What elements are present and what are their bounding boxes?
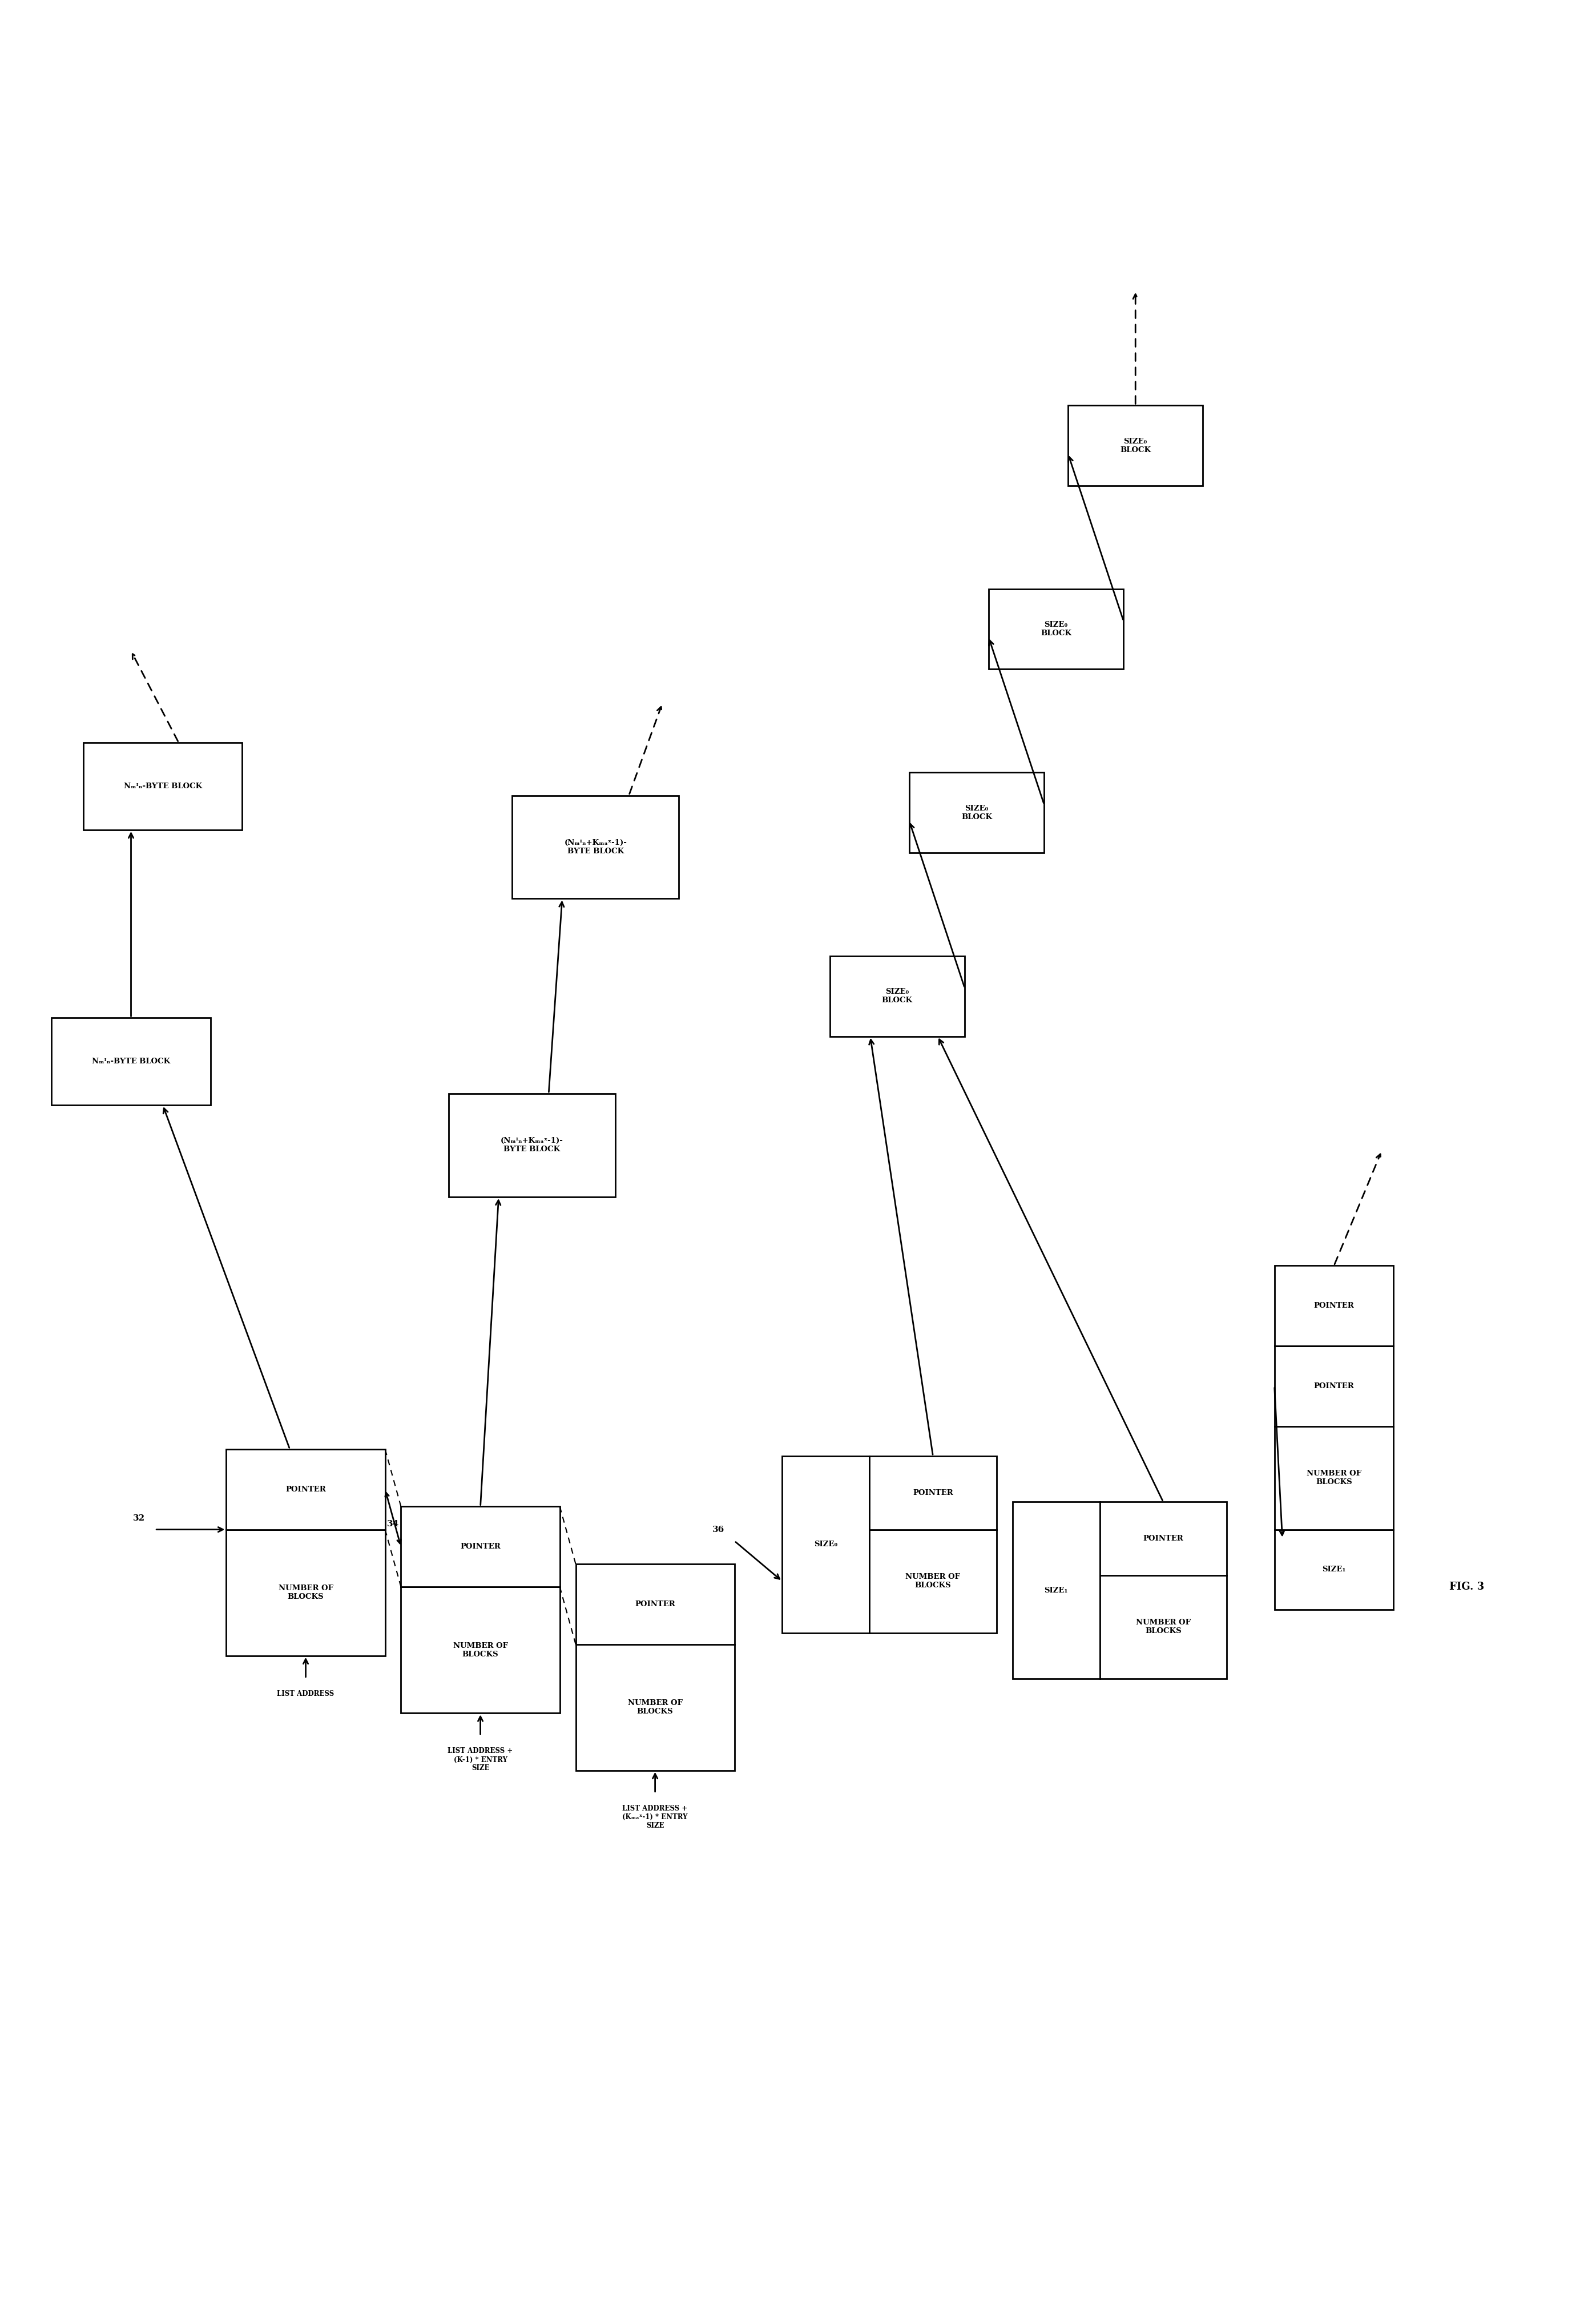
Bar [448, 1093, 616, 1197]
Bar [870, 1457, 996, 1529]
Text: 32: 32 [132, 1515, 145, 1522]
Text: POINTER: POINTER [1314, 1303, 1353, 1310]
Text: LIST ADDRESS: LIST ADDRESS [278, 1690, 334, 1697]
Text: POINTER: POINTER [913, 1489, 953, 1496]
Bar [401, 1586, 560, 1713]
Text: LIST ADDRESS +
(Kₘₐˣ-1) * ENTRY
SIZE: LIST ADDRESS + (Kₘₐˣ-1) * ENTRY SIZE [622, 1805, 688, 1830]
Text: FIG. 3: FIG. 3 [1449, 1581, 1484, 1593]
Bar [988, 589, 1124, 670]
Text: POINTER: POINTER [460, 1542, 501, 1552]
Bar [576, 1563, 734, 1644]
Text: LIST ADDRESS +
(K-1) * ENTRY
SIZE: LIST ADDRESS + (K-1) * ENTRY SIZE [448, 1747, 512, 1773]
Text: SIZE₁: SIZE₁ [1321, 1565, 1345, 1572]
Bar [1275, 1347, 1393, 1427]
Bar [910, 773, 1044, 852]
Bar [51, 1017, 211, 1105]
Text: 36: 36 [712, 1526, 725, 1533]
Text: 34: 34 [386, 1519, 399, 1529]
Bar [1275, 1529, 1393, 1609]
Text: Nₘᴵₙ-BYTE BLOCK: Nₘᴵₙ-BYTE BLOCK [93, 1059, 171, 1066]
Bar [576, 1644, 734, 1770]
Text: NUMBER OF
BLOCKS: NUMBER OF BLOCKS [1307, 1471, 1361, 1485]
Text: Nₘᴵₙ-BYTE BLOCK: Nₘᴵₙ-BYTE BLOCK [123, 783, 203, 790]
Text: NUMBER OF
BLOCKS: NUMBER OF BLOCKS [1136, 1618, 1191, 1634]
Bar [1068, 405, 1203, 486]
Text: NUMBER OF
BLOCKS: NUMBER OF BLOCKS [905, 1572, 961, 1588]
Bar [1100, 1501, 1227, 1575]
Bar [1012, 1501, 1100, 1678]
Text: POINTER: POINTER [635, 1600, 675, 1607]
Bar [83, 744, 243, 829]
Text: SIZE₀: SIZE₀ [814, 1540, 838, 1549]
Bar [401, 1506, 560, 1586]
Text: POINTER: POINTER [1143, 1535, 1184, 1542]
Text: NUMBER OF
BLOCKS: NUMBER OF BLOCKS [453, 1641, 508, 1657]
Text: SIZE₁: SIZE₁ [1044, 1586, 1068, 1593]
Bar [782, 1457, 870, 1632]
Text: SIZE₀
BLOCK: SIZE₀ BLOCK [883, 988, 913, 1004]
Bar [870, 1529, 996, 1632]
Text: POINTER: POINTER [1314, 1384, 1353, 1390]
Bar [1275, 1266, 1393, 1347]
Text: POINTER: POINTER [286, 1485, 326, 1494]
Bar [227, 1529, 385, 1655]
Text: SIZE₀
BLOCK: SIZE₀ BLOCK [1120, 437, 1151, 453]
Text: SIZE₀
BLOCK: SIZE₀ BLOCK [1041, 622, 1071, 638]
Text: NUMBER OF
BLOCKS: NUMBER OF BLOCKS [278, 1584, 334, 1600]
Bar [1100, 1575, 1227, 1678]
Bar [1275, 1427, 1393, 1529]
Text: (Nₘᴵₙ+Kₘₐˣ-1)-
BYTE BLOCK: (Nₘᴵₙ+Kₘₐˣ-1)- BYTE BLOCK [501, 1137, 563, 1153]
Bar [227, 1450, 385, 1529]
Text: SIZE₀
BLOCK: SIZE₀ BLOCK [961, 806, 993, 820]
Bar [512, 796, 678, 898]
Text: (Nₘᴵₙ+Kₘₐˣ-1)-
BYTE BLOCK: (Nₘᴵₙ+Kₘₐˣ-1)- BYTE BLOCK [563, 838, 627, 854]
Text: NUMBER OF
BLOCKS: NUMBER OF BLOCKS [627, 1699, 683, 1715]
Bar [830, 955, 964, 1036]
